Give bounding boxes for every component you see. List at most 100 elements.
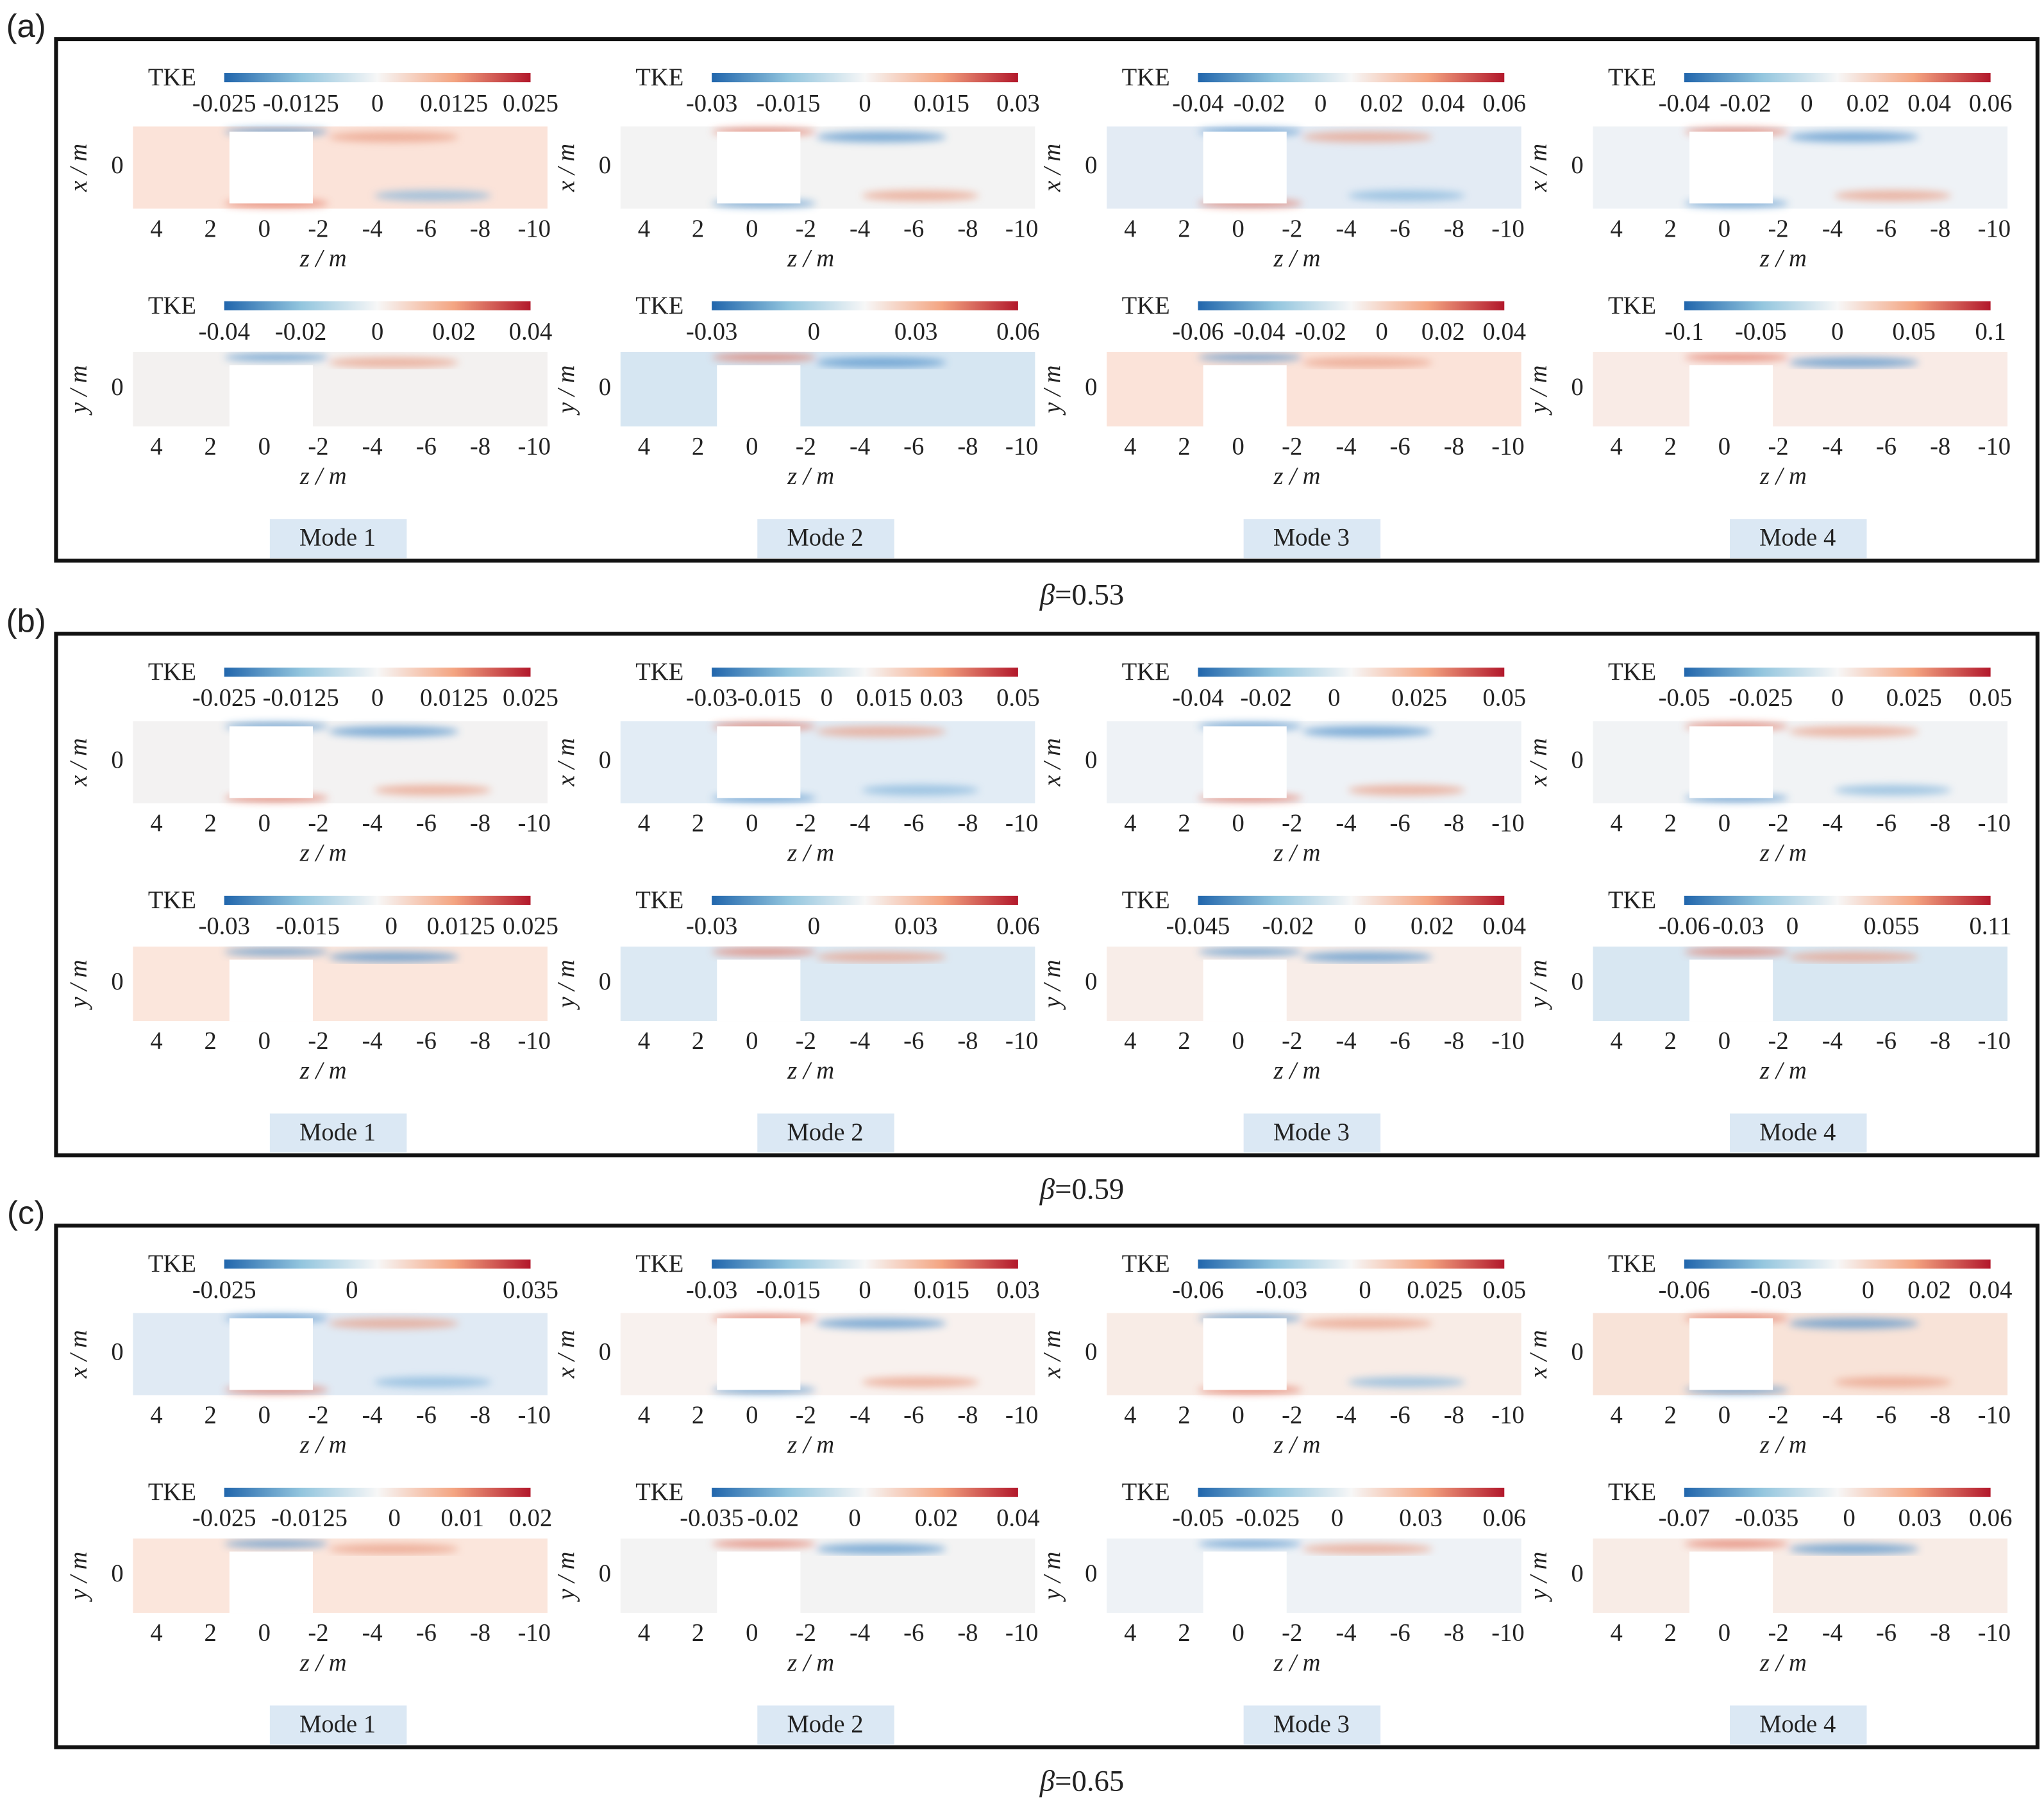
colorbar-tick-label: -0.04 <box>198 318 249 345</box>
colorbar-tick-label: -0.015 <box>276 913 340 940</box>
y-axis-label: y / m <box>1039 960 1066 1011</box>
z-tick-label: -2 <box>308 1027 328 1054</box>
colorbar-tick-label: -0.03 <box>686 318 737 345</box>
structure <box>1348 785 1466 796</box>
z-tick-label: 4 <box>1610 215 1622 242</box>
colorbar-tick-label: 0.05 <box>1892 318 1936 345</box>
colorbar-tick-label: 0 <box>859 90 871 117</box>
structure <box>712 1540 816 1548</box>
colorbar-tick-label: 0.03 <box>1898 1505 1942 1532</box>
z-tick-label: -6 <box>903 1027 924 1054</box>
z-tick-label: -10 <box>517 1027 551 1054</box>
colorbar-label: TKE <box>148 292 196 319</box>
colorbar-label: TKE <box>148 659 196 686</box>
z-axis-label: z / m <box>1759 1649 1807 1676</box>
colorbar <box>1684 895 1991 905</box>
z-tick-label: 0 <box>1232 1620 1244 1647</box>
colorbar-tick-label: -0.04 <box>1172 685 1223 712</box>
z-tick-label: -6 <box>1390 1402 1411 1429</box>
z-tick-label: -8 <box>1930 1027 1950 1054</box>
z-tick-label: -2 <box>308 1620 328 1647</box>
colorbar-tick-label: 0 <box>1786 913 1798 940</box>
z-tick-label: -10 <box>1491 433 1524 460</box>
y-tick-label: 0 <box>1571 152 1583 179</box>
colorbar-tick-label: -0.06 <box>1659 1277 1710 1304</box>
z-tick-label: 4 <box>1610 1620 1622 1647</box>
z-tick-label: -4 <box>850 215 870 242</box>
colorbar-tick-label: 0 <box>848 1505 860 1532</box>
mode-label-box <box>757 1113 894 1153</box>
y-axis-label: x / m <box>1039 1330 1066 1379</box>
z-tick-label: 2 <box>1664 1027 1677 1054</box>
colorbar-tick-label: 0.03 <box>996 90 1040 117</box>
colorbar-tick-label: 0.04 <box>1969 1277 2013 1304</box>
z-tick-label: -10 <box>1978 433 2011 460</box>
y-axis-label: y / m <box>553 365 580 416</box>
body <box>1689 959 1773 1022</box>
structure <box>328 952 459 963</box>
z-axis-label: z / m <box>1759 1057 1807 1084</box>
z-tick-label: -2 <box>308 810 328 837</box>
z-tick-label: -2 <box>1282 215 1302 242</box>
z-axis-label: z / m <box>1759 840 1807 867</box>
z-axis-label: z / m <box>1273 1432 1321 1459</box>
colorbar-label: TKE <box>148 1479 196 1506</box>
structure <box>224 1540 329 1548</box>
body <box>1203 1551 1287 1613</box>
z-tick-label: 0 <box>746 433 758 460</box>
y-tick-label: 0 <box>111 152 123 179</box>
colorbar-label: TKE <box>1608 887 1656 914</box>
y-tick-label: 0 <box>599 374 611 401</box>
colorbar-tick-label: 0.04 <box>1482 318 1526 345</box>
field-structures <box>1198 353 1433 368</box>
colorbar <box>1198 895 1505 905</box>
z-tick-label: 2 <box>692 1620 704 1647</box>
z-tick-label: -2 <box>1282 1402 1302 1429</box>
z-tick-label: 0 <box>258 433 271 460</box>
z-tick-label: -8 <box>1930 810 1950 837</box>
mode-label: Mode 2 <box>787 1711 863 1738</box>
z-tick-label: -4 <box>1336 433 1356 460</box>
mode-label: Mode 3 <box>1273 1119 1350 1146</box>
structure <box>816 131 947 142</box>
body <box>229 365 313 426</box>
field-structures <box>1198 948 1433 963</box>
z-tick-label: 0 <box>1718 1027 1730 1054</box>
body <box>229 959 313 1022</box>
y-tick-label: 0 <box>111 746 123 773</box>
z-tick-label: -10 <box>1491 1402 1524 1429</box>
z-tick-label: -4 <box>1336 1620 1356 1647</box>
y-axis-label: y / m <box>553 960 580 1011</box>
colorbar-tick-label: 0.015 <box>914 1277 969 1304</box>
z-tick-label: 0 <box>1718 1402 1730 1429</box>
z-tick-label: -8 <box>1930 1620 1950 1647</box>
mode-label: Mode 2 <box>787 1119 863 1146</box>
structure <box>1302 726 1433 737</box>
structure <box>328 1544 459 1554</box>
colorbar-tick-label: 0.025 <box>1407 1277 1462 1304</box>
colorbar-tick-label: -0.03 <box>1750 1277 1802 1304</box>
z-tick-label: 2 <box>1178 1027 1190 1054</box>
z-tick-label: -6 <box>1876 1027 1897 1054</box>
colorbar-tick-label: 0 <box>1328 685 1340 712</box>
body <box>717 726 801 798</box>
structure <box>712 353 816 362</box>
field-structures <box>712 353 947 368</box>
z-tick-label: -6 <box>1876 810 1897 837</box>
colorbar-tick-label: 0.06 <box>996 913 1040 940</box>
z-tick-label: 0 <box>258 1620 271 1647</box>
z-tick-label: 4 <box>638 1027 650 1054</box>
z-axis-label: z / m <box>1759 463 1807 490</box>
colorbar-tick-label: -0.025 <box>1236 1505 1300 1532</box>
mode-label: Mode 4 <box>1759 1119 1836 1146</box>
structure <box>1788 357 1919 368</box>
body <box>229 726 313 798</box>
z-tick-label: -8 <box>957 433 978 460</box>
colorbar-tick-label: 0 <box>859 1277 871 1304</box>
z-tick-label: -4 <box>850 433 870 460</box>
z-tick-label: -6 <box>1390 810 1411 837</box>
mode-label-box <box>1243 519 1381 559</box>
z-tick-label: -6 <box>903 433 924 460</box>
y-tick-label: 0 <box>111 374 123 401</box>
y-tick-label: 0 <box>111 968 123 995</box>
